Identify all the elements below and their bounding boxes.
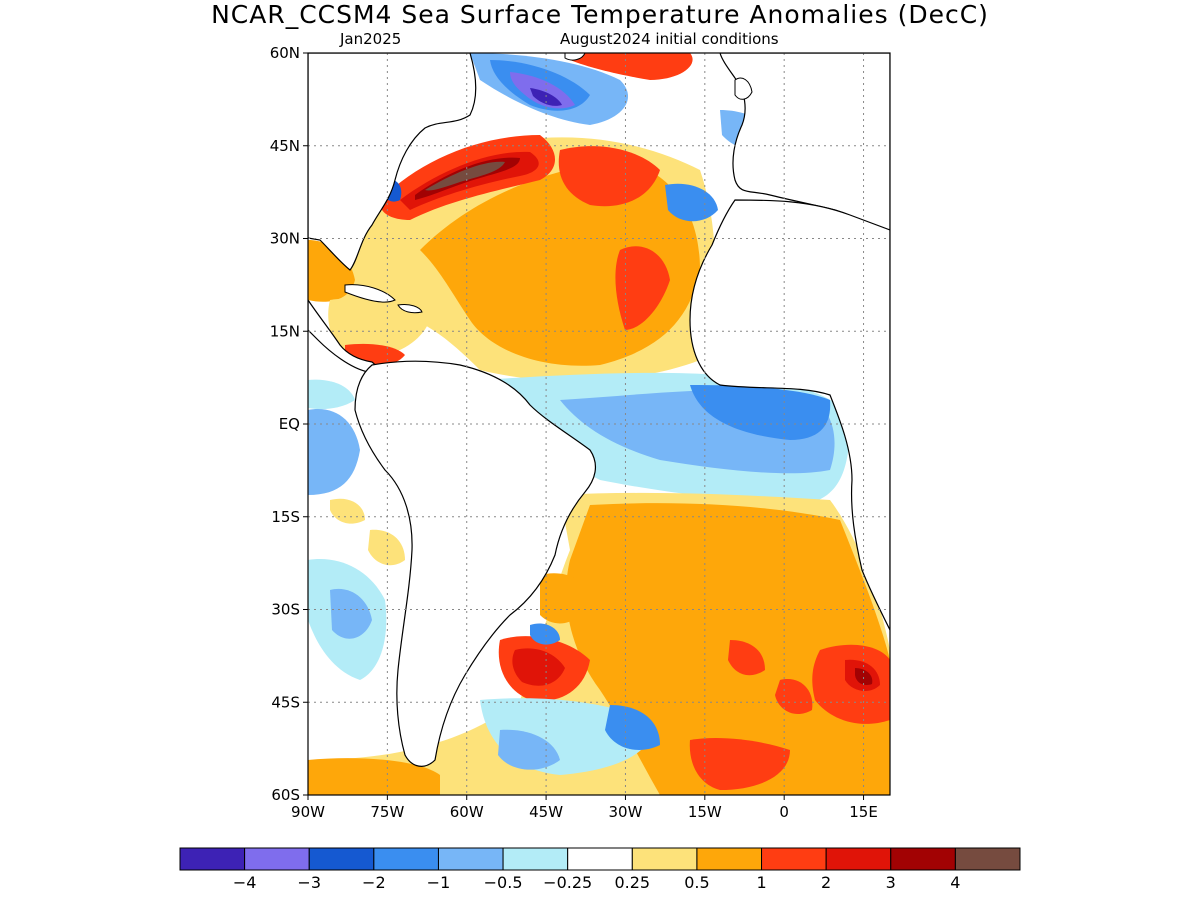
lon-tick-label: 45W [529,803,563,821]
colorbar-swatch [244,847,310,871]
longitude-axis: 90W 75W 60W 45W 30W 15W 0 15E [291,795,878,821]
lat-tick-label: 45S [271,693,300,711]
colorbar-swatch [179,847,246,871]
colorbar-swatch [696,847,763,871]
lon-tick-label: 15E [849,803,878,821]
colorbar-swatch [308,847,375,871]
lat-tick-label: 30N [270,230,300,248]
lat-tick-label: EQ [279,415,300,433]
lon-tick-label: 15W [688,803,722,821]
initial-conditions-label: August2024 initial conditions [560,30,779,48]
lon-tick-label: 0 [779,803,789,821]
colorbar-label: −2 [362,873,386,892]
colorbar-swatch [825,847,892,871]
colorbar-swatch [761,847,827,871]
colorbar-label: −0.25 [543,873,592,892]
lat-tick-label: 15N [270,322,300,340]
colorbar-swatch [567,847,633,871]
colorbar: −4 −3 −2 −1 −0.5 −0.25 0.25 0.5 1 2 3 4 [179,847,1021,892]
colorbar-swatch [631,847,698,871]
colorbar-label: −3 [297,873,321,892]
forecast-month-label: Jan2025 [340,30,402,48]
colorbar-label: 3 [886,873,896,892]
colorbar-label: 0.5 [684,873,709,892]
lat-tick-label: 45N [270,137,300,155]
lon-tick-label: 75W [370,803,404,821]
colorbar-swatch [890,847,956,871]
lat-tick-label: 15S [271,508,300,526]
colorbar-label: −4 [233,873,257,892]
colorbar-swatch [954,847,1021,871]
lon-tick-label: 60W [450,803,484,821]
colorbar-swatch [502,847,569,871]
graticule [308,53,890,795]
colorbar-swatch [373,847,439,871]
colorbar-swatch [437,847,504,871]
land-masses [308,53,890,767]
colorbar-label: 4 [950,873,960,892]
lat-tick-label: 60S [271,786,300,804]
lat-tick-label: 60N [270,44,300,62]
colorbar-label: 1 [756,873,766,892]
colorbar-label: 2 [821,873,831,892]
colorbar-label: 0.25 [614,873,650,892]
colorbar-label: −0.5 [484,873,523,892]
latitude-axis: 60N 45N 30N 15N EQ 15S 30S 45S 60S [270,44,308,804]
lat-tick-label: 30S [271,601,300,619]
lon-tick-label: 30W [608,803,642,821]
colorbar-label: −1 [427,873,451,892]
lon-tick-label: 90W [291,803,325,821]
map-title: NCAR_CCSM4 Sea Surface Temperature Anoma… [211,0,989,29]
